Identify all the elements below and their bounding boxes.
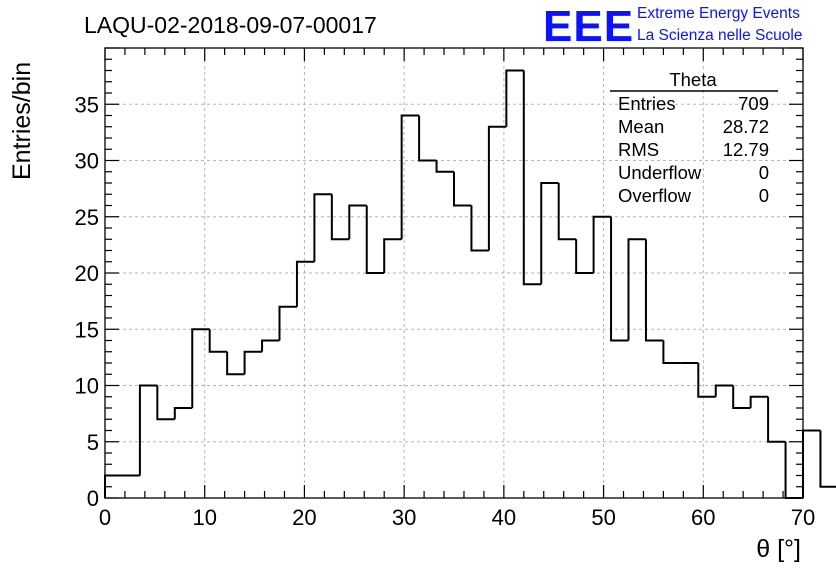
histogram-bin bbox=[383, 238, 402, 273]
brand-line-1: Extreme Energy Events bbox=[637, 5, 800, 22]
axis-ticks bbox=[104, 47, 804, 499]
histogram-bin bbox=[557, 183, 577, 241]
stats-row: Entries 709 bbox=[618, 93, 769, 114]
histogram-bin bbox=[208, 329, 228, 353]
histogram-bin bbox=[435, 160, 454, 173]
y-tick-label: 30 bbox=[75, 149, 99, 174]
x-tick-labels: 0 10 20 30 40 50 60 70 bbox=[99, 505, 815, 530]
x-tick-label: 30 bbox=[392, 505, 416, 530]
stats-row: Mean 28.72 bbox=[618, 116, 769, 137]
stats-row: Overflow 0 bbox=[618, 185, 769, 206]
histogram-bin bbox=[575, 239, 594, 274]
histogram-bin bbox=[365, 205, 385, 274]
brand-logo: EEE Extreme Energy Events La Scienza nel… bbox=[543, 2, 802, 51]
x-tick-label: 60 bbox=[691, 505, 715, 530]
histogram-bin bbox=[610, 216, 629, 342]
histogram-bin bbox=[226, 351, 245, 376]
histogram-bin bbox=[714, 384, 734, 397]
histogram-bin bbox=[819, 430, 836, 488]
histogram-bin bbox=[505, 69, 524, 127]
x-tick-label: 40 bbox=[492, 505, 516, 530]
y-tick-labels: 0 5 10 15 20 25 30 35 bbox=[75, 92, 99, 511]
stats-row: RMS 12.79 bbox=[618, 139, 769, 160]
stats-row-label: Mean bbox=[618, 116, 664, 137]
histogram-bin bbox=[592, 215, 612, 273]
histogram-bin bbox=[767, 396, 786, 443]
brand-line-2: La Scienza nelle Scuole bbox=[637, 27, 802, 44]
histogram-bin bbox=[418, 115, 437, 162]
x-tick-label: 0 bbox=[99, 505, 111, 530]
x-tick-label: 70 bbox=[791, 505, 815, 530]
histogram-bin bbox=[278, 305, 297, 341]
x-tick-label: 10 bbox=[192, 505, 216, 530]
y-tick-label: 20 bbox=[75, 261, 99, 286]
histogram-bin bbox=[313, 193, 332, 262]
eee-logo-text: EEE bbox=[543, 2, 634, 51]
histogram-bin bbox=[697, 363, 716, 398]
stats-row-label: Underflow bbox=[618, 162, 702, 183]
histogram-bin bbox=[400, 114, 420, 240]
histogram-bin bbox=[295, 260, 315, 307]
histogram-bin bbox=[487, 125, 507, 251]
histogram-bin bbox=[453, 171, 472, 207]
stats-row-label: Entries bbox=[618, 93, 676, 114]
y-tick-label: 25 bbox=[75, 205, 99, 230]
x-tick-label: 50 bbox=[591, 505, 615, 530]
y-tick-label: 10 bbox=[75, 374, 99, 399]
x-tick-label: 20 bbox=[292, 505, 316, 530]
y-tick-label: 5 bbox=[87, 430, 99, 455]
y-tick-label: 35 bbox=[75, 92, 99, 117]
histogram-bin bbox=[802, 429, 821, 498]
histogram-bin bbox=[540, 182, 559, 285]
histogram-bin bbox=[330, 194, 350, 241]
histogram-bin bbox=[522, 70, 542, 286]
histogram-bin bbox=[138, 384, 158, 476]
histogram-bin bbox=[732, 385, 751, 409]
histogram-bin bbox=[173, 407, 193, 420]
stats-row-label: Overflow bbox=[618, 185, 692, 206]
y-tick-label: 0 bbox=[87, 486, 99, 511]
stats-row: Underflow 0 bbox=[618, 162, 769, 183]
histogram-bin bbox=[261, 339, 280, 352]
stats-row-label: RMS bbox=[618, 139, 659, 160]
stats-row-value: 0 bbox=[759, 162, 769, 183]
histogram-bin bbox=[749, 395, 769, 408]
histogram-bin bbox=[156, 385, 175, 421]
stats-row-value: 709 bbox=[738, 93, 769, 114]
stats-box-name: Theta bbox=[669, 69, 717, 90]
stats-row-value: 28.72 bbox=[723, 116, 769, 137]
histogram-bin bbox=[662, 340, 681, 364]
x-axis-label: θ [°] bbox=[756, 535, 801, 563]
stats-row-value: 0 bbox=[759, 185, 769, 206]
histogram-bin bbox=[191, 328, 210, 408]
y-tick-label: 15 bbox=[75, 317, 99, 342]
histogram-bin bbox=[627, 238, 646, 341]
histogram-bin bbox=[470, 205, 489, 252]
histogram-bin bbox=[644, 239, 664, 342]
chart-title: LAQU-02-2018-09-07-00017 bbox=[84, 12, 377, 38]
histogram-bin bbox=[348, 204, 367, 240]
histogram-bin bbox=[243, 350, 263, 375]
y-axis-label: Entries/bin bbox=[8, 62, 36, 180]
histogram-bin bbox=[784, 441, 803, 499]
grid bbox=[105, 48, 803, 498]
stats-row-value: 12.79 bbox=[723, 139, 769, 160]
